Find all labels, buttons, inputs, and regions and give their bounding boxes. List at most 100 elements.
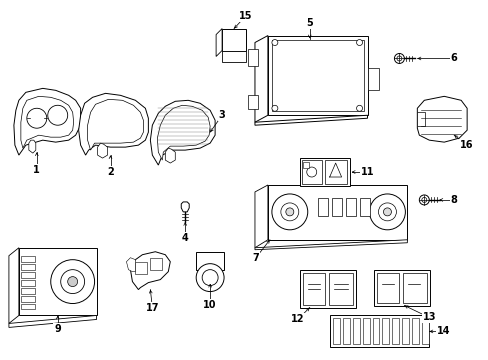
Circle shape — [356, 40, 362, 45]
Bar — [21, 256, 35, 262]
Circle shape — [196, 264, 224, 292]
Bar — [332, 319, 339, 345]
Bar — [374, 270, 429, 306]
Bar — [411, 319, 419, 345]
Circle shape — [271, 40, 277, 45]
Polygon shape — [87, 99, 143, 150]
Text: 6: 6 — [450, 54, 457, 63]
Polygon shape — [254, 115, 367, 125]
Polygon shape — [98, 143, 107, 158]
Polygon shape — [254, 36, 267, 122]
Bar — [299, 270, 355, 307]
Polygon shape — [181, 202, 189, 212]
Bar — [352, 319, 359, 345]
Text: 3: 3 — [218, 110, 225, 120]
Circle shape — [369, 194, 405, 230]
Bar — [402, 319, 408, 345]
Polygon shape — [29, 140, 36, 153]
Text: 14: 14 — [436, 327, 449, 336]
Bar — [267, 36, 367, 115]
Bar — [222, 28, 245, 50]
Bar — [331, 198, 341, 216]
Circle shape — [383, 208, 390, 216]
Circle shape — [306, 167, 316, 177]
Bar — [317, 198, 327, 216]
Text: 17: 17 — [145, 302, 159, 312]
Polygon shape — [157, 105, 210, 160]
Circle shape — [51, 260, 94, 303]
Bar — [267, 185, 407, 240]
Circle shape — [48, 105, 67, 125]
Bar — [247, 95, 258, 109]
Bar — [328, 273, 352, 305]
Circle shape — [419, 195, 428, 205]
Bar — [422, 319, 428, 345]
Text: 2: 2 — [107, 167, 114, 177]
Bar — [342, 319, 349, 345]
Circle shape — [202, 270, 218, 285]
Bar — [301, 160, 321, 184]
Text: 7: 7 — [252, 253, 259, 263]
Polygon shape — [21, 96, 74, 148]
Circle shape — [280, 203, 298, 221]
Bar — [21, 272, 35, 278]
Text: 1: 1 — [33, 165, 40, 175]
Polygon shape — [14, 88, 81, 155]
Bar — [329, 315, 428, 347]
Circle shape — [421, 197, 426, 202]
Bar — [392, 319, 399, 345]
Bar — [247, 49, 258, 67]
Bar — [367, 68, 379, 90]
Bar — [135, 262, 147, 274]
Bar — [222, 50, 245, 62]
Bar — [21, 288, 35, 293]
Polygon shape — [216, 28, 222, 57]
Bar — [299, 158, 349, 186]
Polygon shape — [416, 96, 466, 142]
Text: 13: 13 — [422, 312, 435, 323]
Bar — [382, 319, 388, 345]
Bar — [377, 273, 399, 302]
Text: 8: 8 — [450, 195, 457, 205]
Circle shape — [67, 276, 78, 287]
Polygon shape — [9, 248, 19, 323]
Text: 9: 9 — [54, 324, 61, 334]
Circle shape — [271, 105, 277, 111]
Circle shape — [271, 194, 307, 230]
Bar — [345, 198, 355, 216]
Circle shape — [356, 105, 362, 111]
Polygon shape — [130, 252, 170, 289]
Bar — [324, 160, 346, 184]
Bar — [196, 252, 224, 270]
Polygon shape — [150, 100, 215, 165]
Circle shape — [285, 208, 293, 216]
Circle shape — [378, 203, 396, 221]
Text: 5: 5 — [306, 18, 312, 28]
Bar — [21, 280, 35, 285]
Bar — [150, 258, 162, 270]
Polygon shape — [254, 185, 267, 248]
Text: 11: 11 — [360, 167, 373, 177]
Polygon shape — [9, 315, 96, 328]
Bar — [372, 319, 379, 345]
Bar — [302, 162, 308, 168]
Bar — [359, 198, 369, 216]
Polygon shape — [254, 240, 407, 250]
Text: 4: 4 — [182, 233, 188, 243]
Polygon shape — [79, 93, 148, 155]
Bar — [21, 303, 35, 310]
Bar — [362, 319, 369, 345]
Bar — [271, 40, 363, 111]
Bar — [19, 248, 96, 315]
Circle shape — [61, 270, 84, 293]
Text: 10: 10 — [203, 300, 217, 310]
Text: 16: 16 — [459, 140, 473, 150]
Polygon shape — [126, 258, 135, 272]
Bar — [21, 264, 35, 270]
Circle shape — [394, 54, 404, 63]
Circle shape — [396, 56, 401, 61]
Text: 12: 12 — [290, 314, 304, 324]
Text: 15: 15 — [239, 11, 252, 21]
Bar — [302, 273, 324, 305]
Circle shape — [27, 108, 47, 128]
